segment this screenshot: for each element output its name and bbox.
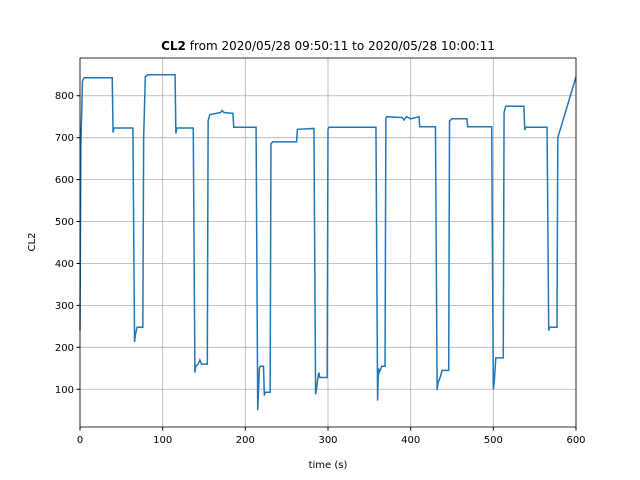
y-tick-label: 500 [55, 217, 74, 228]
x-tick-label: 100 [153, 435, 172, 446]
title-rest: from 2020/05/28 09:50:11 to 2020/05/28 1… [190, 39, 495, 53]
y-tick-label: 300 [55, 301, 74, 312]
x-tick-label: 200 [236, 435, 255, 446]
y-tick-label: 400 [55, 259, 74, 270]
x-tick-label: 400 [401, 435, 420, 446]
data-line [79, 74, 577, 411]
title-bold: CL2 [161, 39, 186, 53]
x-tick-label: 500 [484, 435, 503, 446]
y-tick-label: 100 [55, 385, 74, 396]
x-tick-label: 0 [77, 435, 83, 446]
y-tick-label: 200 [55, 343, 74, 354]
chart-title: CL2 from 2020/05/28 09:50:11 to 2020/05/… [161, 39, 495, 53]
y-tick-label: 700 [55, 133, 74, 144]
y-axis-label: CL2 [27, 233, 38, 252]
y-tick-label: 600 [55, 175, 74, 186]
x-tick-label: 600 [566, 435, 585, 446]
x-axis-label: time (s) [309, 460, 348, 471]
plot-frame [79, 57, 577, 428]
y-tick-label: 800 [55, 91, 74, 102]
x-tick-label: 300 [318, 435, 337, 446]
